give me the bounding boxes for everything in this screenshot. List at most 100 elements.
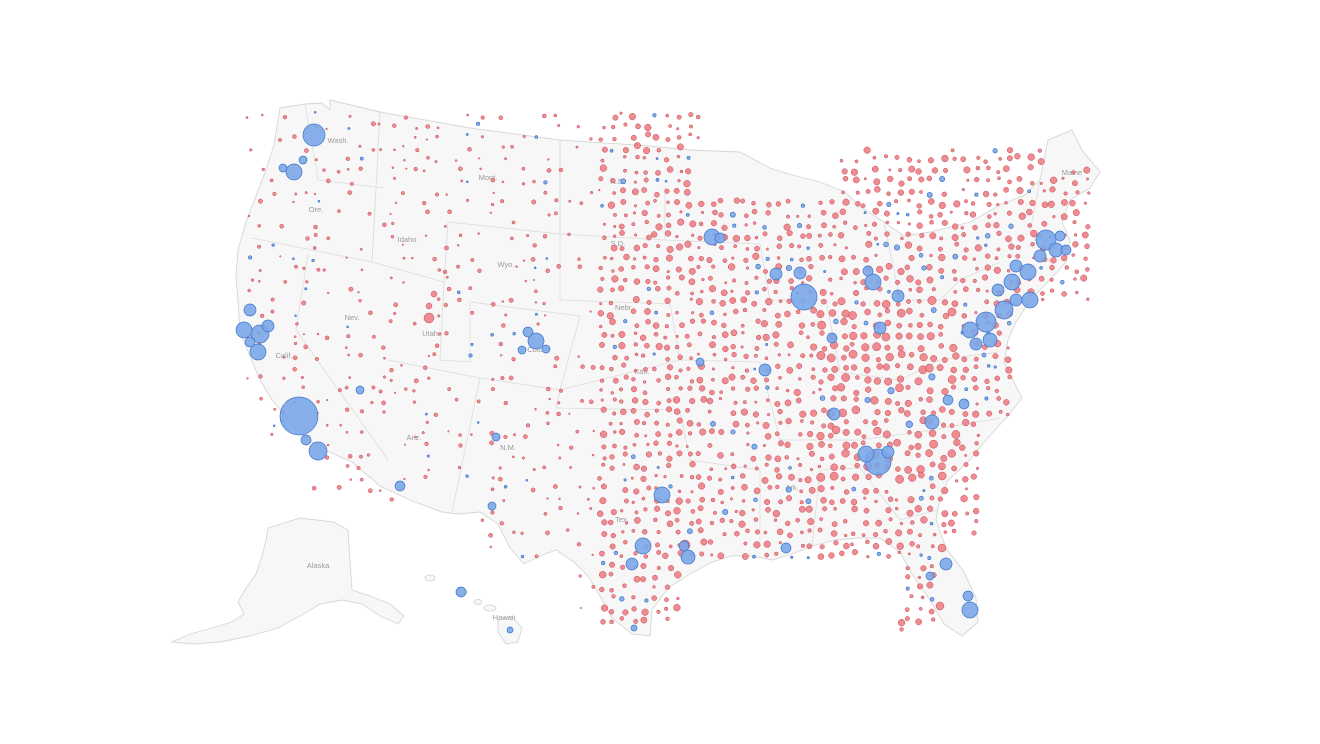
county-bubble-rep — [686, 366, 691, 371]
county-bubble-rep — [840, 464, 846, 471]
county-bubble-rep — [622, 609, 629, 616]
county-bubble-rep-large — [831, 425, 841, 435]
county-bubble-rep — [687, 385, 693, 391]
county-bubble-rep — [938, 267, 945, 274]
county-bubble-rep — [895, 466, 901, 472]
county-bubble-dem — [986, 364, 991, 368]
county-bubble-rep — [609, 619, 614, 625]
county-bubble-dem — [992, 148, 998, 154]
county-bubble-dem-large — [864, 273, 882, 291]
county-bubble-rep — [772, 509, 781, 518]
county-bubble-rep — [807, 518, 815, 526]
county-bubble-rep — [676, 143, 684, 151]
county-bubble-rep — [413, 166, 418, 172]
county-bubble-rep — [731, 366, 735, 370]
county-bubble-rep — [530, 487, 536, 493]
county-bubble-rep — [984, 299, 990, 305]
county-bubble-rep — [915, 279, 922, 286]
county-bubble-rep — [806, 275, 813, 282]
county-bubble-rep — [633, 204, 638, 208]
county-bubble-rep — [634, 432, 639, 438]
county-bubble-rep — [292, 355, 298, 361]
county-bubble-rep — [954, 479, 959, 483]
county-bubble-rep — [975, 165, 981, 171]
county-bubble-rep — [873, 178, 881, 186]
county-bubble-rep — [743, 541, 748, 546]
county-bubble-rep — [672, 396, 681, 404]
county-bubble-rep — [470, 433, 473, 436]
county-bubble-rep — [622, 154, 627, 159]
county-bubble-rep — [707, 539, 714, 545]
county-bubble-rep — [521, 166, 526, 171]
county-bubble-rep — [623, 122, 628, 127]
county-bubble-rep — [765, 298, 773, 306]
county-bubble-dem-large — [249, 343, 267, 361]
county-bubble-rep — [809, 468, 814, 472]
county-bubble-rep — [763, 540, 771, 548]
county-bubble-dem — [490, 333, 494, 337]
county-bubble-rep — [508, 375, 514, 381]
county-bubble-rep — [301, 300, 307, 306]
county-bubble-rep — [524, 279, 528, 283]
county-bubble-rep — [696, 136, 700, 140]
county-bubble-dem-large — [487, 501, 497, 511]
county-bubble-rep — [874, 253, 878, 257]
county-bubble-rep — [646, 299, 652, 305]
county-bubble-rep — [689, 124, 693, 129]
county-bubble-rep — [842, 198, 850, 206]
county-bubble-rep — [534, 554, 539, 559]
county-bubble-rep — [765, 210, 771, 216]
county-bubble-rep — [688, 267, 696, 275]
county-bubble-rep — [642, 398, 649, 406]
county-bubble-rep — [599, 571, 607, 579]
county-bubble-dem — [470, 342, 474, 346]
county-bubble-rep — [304, 148, 309, 153]
county-bubble-rep — [887, 175, 894, 183]
county-bubble-rep — [611, 275, 619, 283]
county-bubble-rep — [358, 352, 363, 358]
county-bubble-rep — [653, 440, 659, 446]
county-bubble-rep — [865, 473, 872, 481]
county-bubble-rep — [784, 441, 791, 448]
county-bubble-rep — [279, 255, 282, 258]
county-bubble-dem — [964, 387, 969, 392]
county-bubble-rep — [916, 245, 923, 252]
county-bubble-rep — [599, 341, 605, 348]
county-bubble-rep — [666, 455, 673, 462]
county-bubble-rep — [754, 346, 760, 351]
county-bubble-rep — [929, 220, 934, 225]
county-bubble-rep — [795, 517, 801, 523]
county-bubble-rep — [650, 231, 658, 238]
county-bubble-rep — [367, 488, 373, 494]
county-bubble-rep — [745, 386, 751, 392]
county-bubble-rep — [282, 356, 286, 359]
county-bubble-rep — [754, 275, 759, 280]
county-bubble-rep — [674, 199, 680, 206]
county-bubble-dem — [1060, 279, 1065, 285]
county-bubble-rep — [1049, 288, 1055, 293]
county-bubble-rep — [916, 583, 924, 590]
county-bubble-rep — [906, 275, 914, 283]
county-bubble-rep — [656, 147, 662, 153]
county-bubble-rep — [952, 156, 957, 161]
county-bubble-rep — [697, 235, 703, 241]
county-bubble-dem — [918, 253, 924, 258]
county-bubble-rep — [612, 354, 618, 361]
county-bubble-rep — [1027, 223, 1032, 228]
county-bubble-rep — [920, 409, 926, 416]
county-bubble-rep — [645, 200, 651, 206]
county-bubble-rep — [870, 396, 879, 405]
county-bubble-rep — [842, 518, 848, 524]
county-bubble-rep — [259, 396, 263, 401]
county-bubble-rep — [851, 254, 856, 260]
county-bubble-rep — [884, 344, 891, 351]
county-bubble-rep — [807, 430, 814, 438]
county-bubble-rep — [730, 410, 737, 417]
county-bubble-rep — [786, 230, 793, 237]
county-bubble-dem-large — [891, 289, 905, 303]
county-bubble-rep — [697, 527, 704, 534]
county-bubble-rep — [697, 246, 701, 250]
county-bubble-rep — [618, 285, 625, 292]
county-bubble-rep — [422, 169, 426, 173]
county-bubble-rep — [865, 189, 871, 194]
